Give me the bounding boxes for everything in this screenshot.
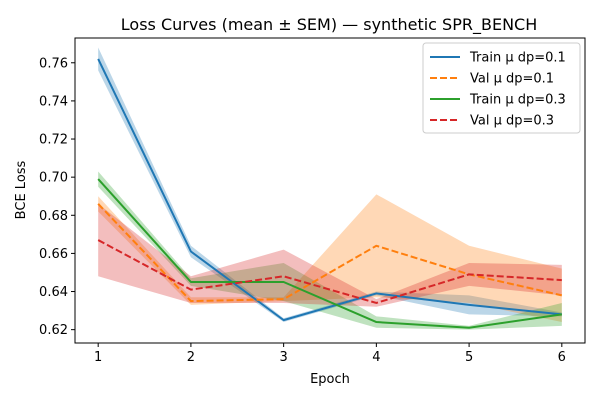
chart-title: Loss Curves (mean ± SEM) — synthetic SPR…: [121, 15, 537, 35]
y-tick-label: 0.68: [39, 209, 68, 224]
x-tick-label: 2: [187, 350, 195, 365]
y-tick-label: 0.76: [39, 56, 68, 71]
series-line-train-dp-0-3: [97, 178, 562, 329]
y-tick-label: 0.64: [39, 285, 68, 300]
sem-band-train-dp-0-3: [98, 171, 562, 330]
x-tick-label: 3: [279, 350, 287, 365]
y-tick-label: 0.66: [39, 247, 68, 262]
x-tick-label: 6: [558, 350, 566, 365]
legend: Train μ dp=0.1 Val μ dp=0.1 Train μ dp=0.3…: [422, 42, 581, 134]
y-tick-label: 0.62: [39, 323, 68, 338]
y-axis-title: BCE Loss: [14, 160, 29, 219]
sem-band-val-dp-0-1: [98, 194, 562, 323]
y-axis-ticks: 0.62 0.64 0.66 0.68 0.70 0.72 0.74 0.76: [39, 56, 75, 338]
x-tick-label: 4: [372, 350, 380, 365]
y-tick-label: 0.72: [39, 133, 68, 148]
x-tick-label: 1: [94, 350, 102, 365]
series-line-train-dp-0-1: [97, 58, 562, 322]
series-lines: [97, 58, 563, 329]
x-tick-label: 5: [465, 350, 473, 365]
y-tick-label: 0.74: [39, 94, 68, 109]
legend-label-val-dp-0-1: Val μ dp=0.1: [470, 72, 554, 87]
series-line-val-dp-0-1: [97, 203, 563, 303]
x-axis-title: Epoch: [310, 372, 350, 387]
legend-label-train-dp-0-1: Train μ dp=0.1: [469, 51, 566, 66]
plot-frame: [74, 37, 586, 344]
x-axis-ticks: 1 2 3 4 5 6: [94, 343, 566, 365]
legend-label-val-dp-0-3: Val μ dp=0.3: [470, 114, 554, 129]
legend-box: [422, 42, 581, 134]
y-tick-label: 0.70: [39, 171, 68, 186]
legend-label-train-dp-0-3: Train μ dp=0.3: [469, 93, 566, 108]
